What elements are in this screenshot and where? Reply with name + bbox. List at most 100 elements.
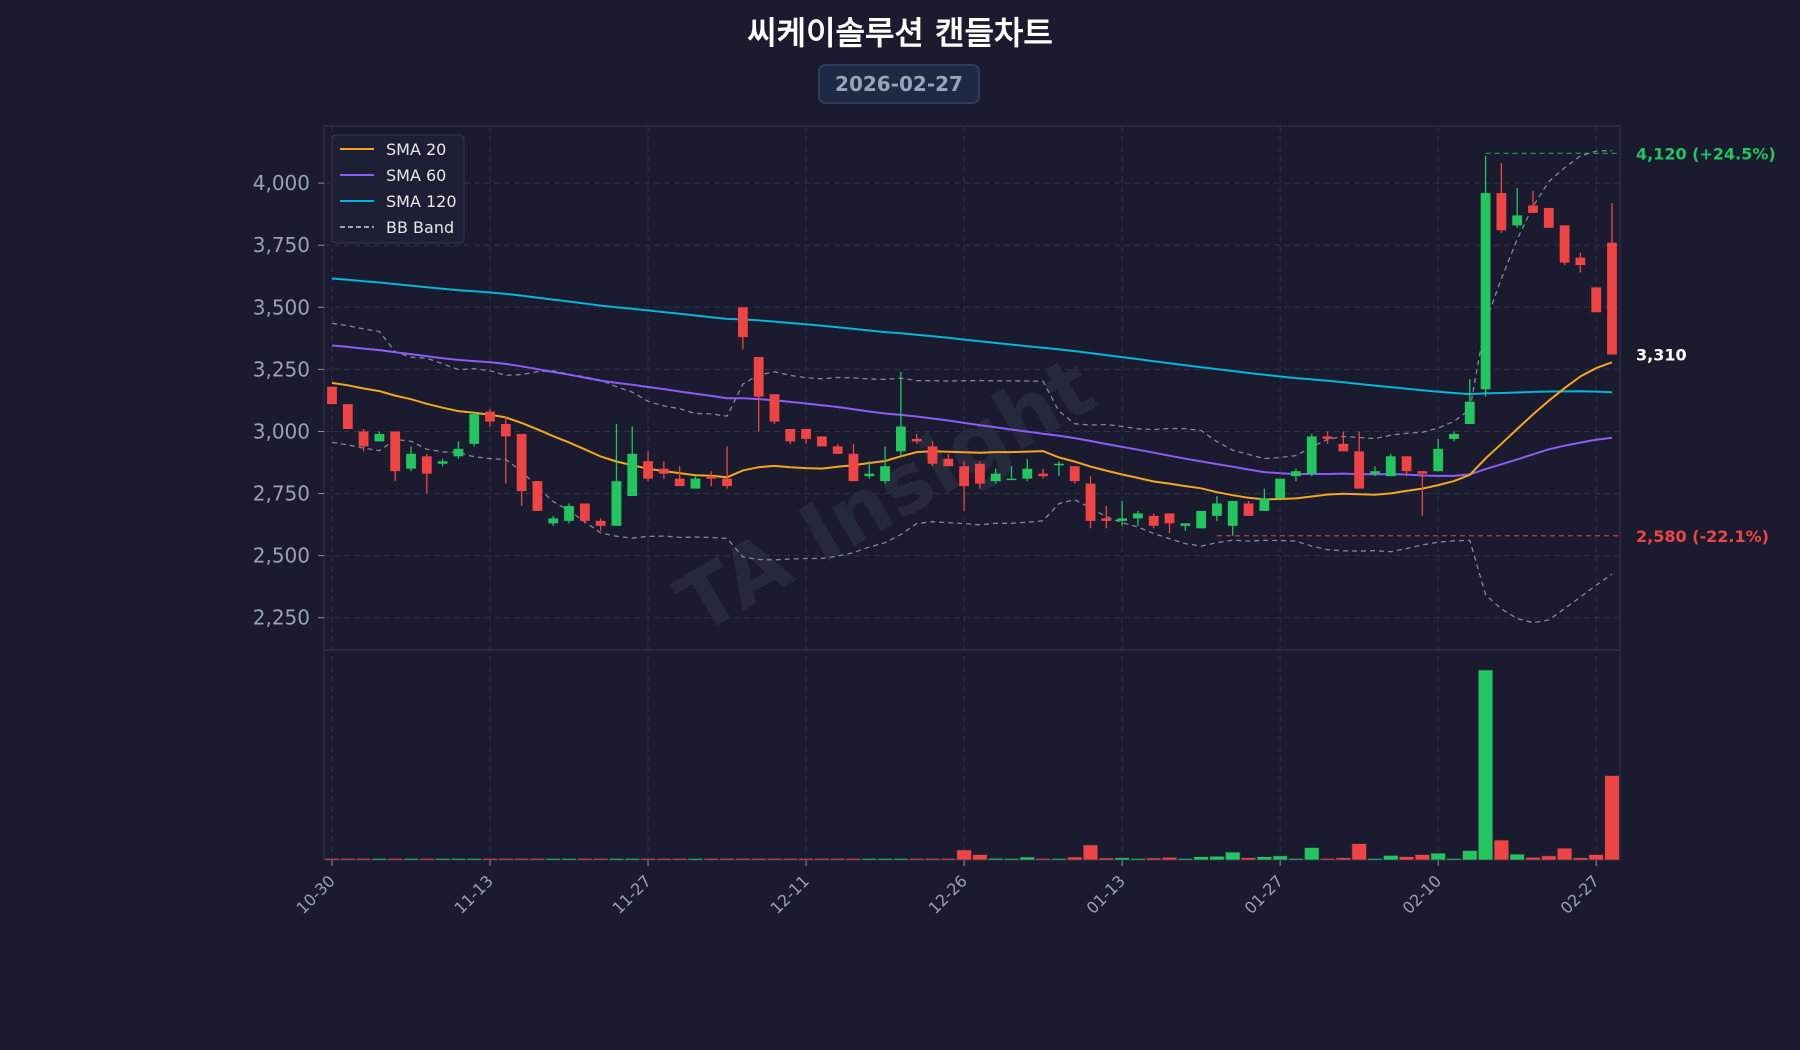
volume-bar (751, 858, 767, 861)
volume-bar (1525, 857, 1541, 861)
x-tick-label: 10-30 (293, 871, 339, 917)
candle-body (832, 446, 843, 454)
candle-body (706, 476, 717, 479)
date-badge-text: 2026-02-27 (835, 72, 963, 96)
candle-body (1212, 503, 1222, 516)
volume-bar (1572, 857, 1588, 861)
candle-body (1180, 523, 1191, 526)
volume-bar (1493, 839, 1509, 861)
volume-bar (1414, 854, 1430, 861)
volume-bar (940, 858, 956, 861)
candle-body (516, 433, 527, 492)
candle-body (737, 307, 748, 338)
candle-body (342, 404, 353, 429)
volume-panel-border (323, 649, 1621, 861)
volume-bar (845, 858, 862, 861)
volume-bar (1288, 858, 1304, 861)
volume-bar (419, 858, 435, 861)
volume-bar (924, 858, 941, 861)
candle-body (1069, 466, 1080, 482)
candle-body (643, 461, 653, 479)
candle-body (785, 428, 796, 442)
volume-bar (1430, 852, 1446, 861)
volume-bar (1272, 855, 1288, 861)
candle-body (627, 453, 638, 497)
volume-bar (782, 858, 798, 861)
candle-body (406, 453, 416, 469)
date-badge-box (818, 64, 980, 104)
volume-bar (972, 854, 988, 861)
volume-bar (1541, 855, 1557, 861)
volume-bar (529, 858, 546, 861)
candle-body (816, 436, 827, 447)
x-tick-label: 11-13 (451, 871, 497, 917)
chart-title: 씨케이솔루션 캔들차트 (747, 14, 1053, 52)
candle-body (895, 426, 906, 452)
candle-body (975, 463, 985, 484)
volume-bar (1588, 854, 1604, 861)
volume-bar (1082, 844, 1099, 861)
candle-body (1196, 510, 1207, 529)
low-level-label: 2,580 (-22.1%) (1636, 527, 1769, 546)
candle-body (1480, 193, 1491, 390)
candle-body (1164, 513, 1175, 524)
volume-bar (371, 858, 387, 861)
candle-body (1575, 257, 1586, 266)
candle-body (769, 394, 780, 422)
candle-body (1101, 518, 1112, 521)
watermark: TA Insight (662, 339, 1111, 653)
volume-bar (719, 858, 735, 861)
volume-bar (1240, 857, 1257, 861)
volume-bar (861, 858, 877, 861)
y-tick-label: 2,250 (253, 606, 310, 630)
candle-body (1227, 500, 1238, 526)
candle-body (1417, 471, 1428, 474)
volume-bar (1478, 669, 1494, 861)
candle-body (1496, 193, 1507, 231)
volume-bar (1051, 858, 1067, 861)
volume-bar (1130, 858, 1146, 861)
volume-bar (1067, 856, 1083, 861)
sma120-line (331, 277, 1613, 396)
candle-body (880, 466, 890, 482)
volume-bar (988, 858, 1004, 861)
legend: SMA 20 SMA 60 SMA 120 BB Band (331, 134, 465, 244)
candle-body (801, 428, 811, 439)
volume-bar (1098, 857, 1114, 861)
volume-bar (687, 858, 704, 861)
candle-body (421, 456, 432, 474)
volume-bar (703, 858, 719, 861)
volume-bar (1209, 856, 1225, 861)
x-tick-label: 02-10 (1399, 871, 1445, 917)
candle-body (374, 433, 385, 442)
y-tick-label: 3,500 (253, 295, 310, 319)
volume-bar (1398, 856, 1415, 861)
candle-body (1559, 225, 1570, 263)
candle-body (1006, 478, 1017, 481)
volume-bar (893, 858, 909, 861)
volume-bar (466, 858, 482, 861)
sma20-line (331, 361, 1613, 501)
candle-body (327, 386, 337, 405)
current-price-label: 3,310 (1636, 345, 1687, 364)
candle-body (1464, 401, 1475, 425)
volume-bar (403, 858, 419, 861)
candle-body (1259, 498, 1270, 511)
volume-bar (672, 858, 688, 861)
volume-bar (387, 858, 403, 861)
volume-bar (798, 858, 814, 861)
candle-body (1401, 456, 1412, 472)
candle-body (1338, 443, 1349, 452)
volume-bar (340, 858, 356, 861)
volume-bar (435, 858, 451, 861)
volume-bar (1604, 775, 1620, 861)
candle-body (911, 438, 922, 442)
legend-label: SMA 60 (386, 166, 446, 185)
candle-body (595, 520, 606, 526)
candle-body (1306, 436, 1317, 474)
x-tick-label: 02-27 (1557, 871, 1603, 917)
x-tick-label: 01-13 (1083, 871, 1129, 917)
x-tick-label: 11-27 (609, 871, 655, 917)
volume-bar (593, 858, 609, 861)
